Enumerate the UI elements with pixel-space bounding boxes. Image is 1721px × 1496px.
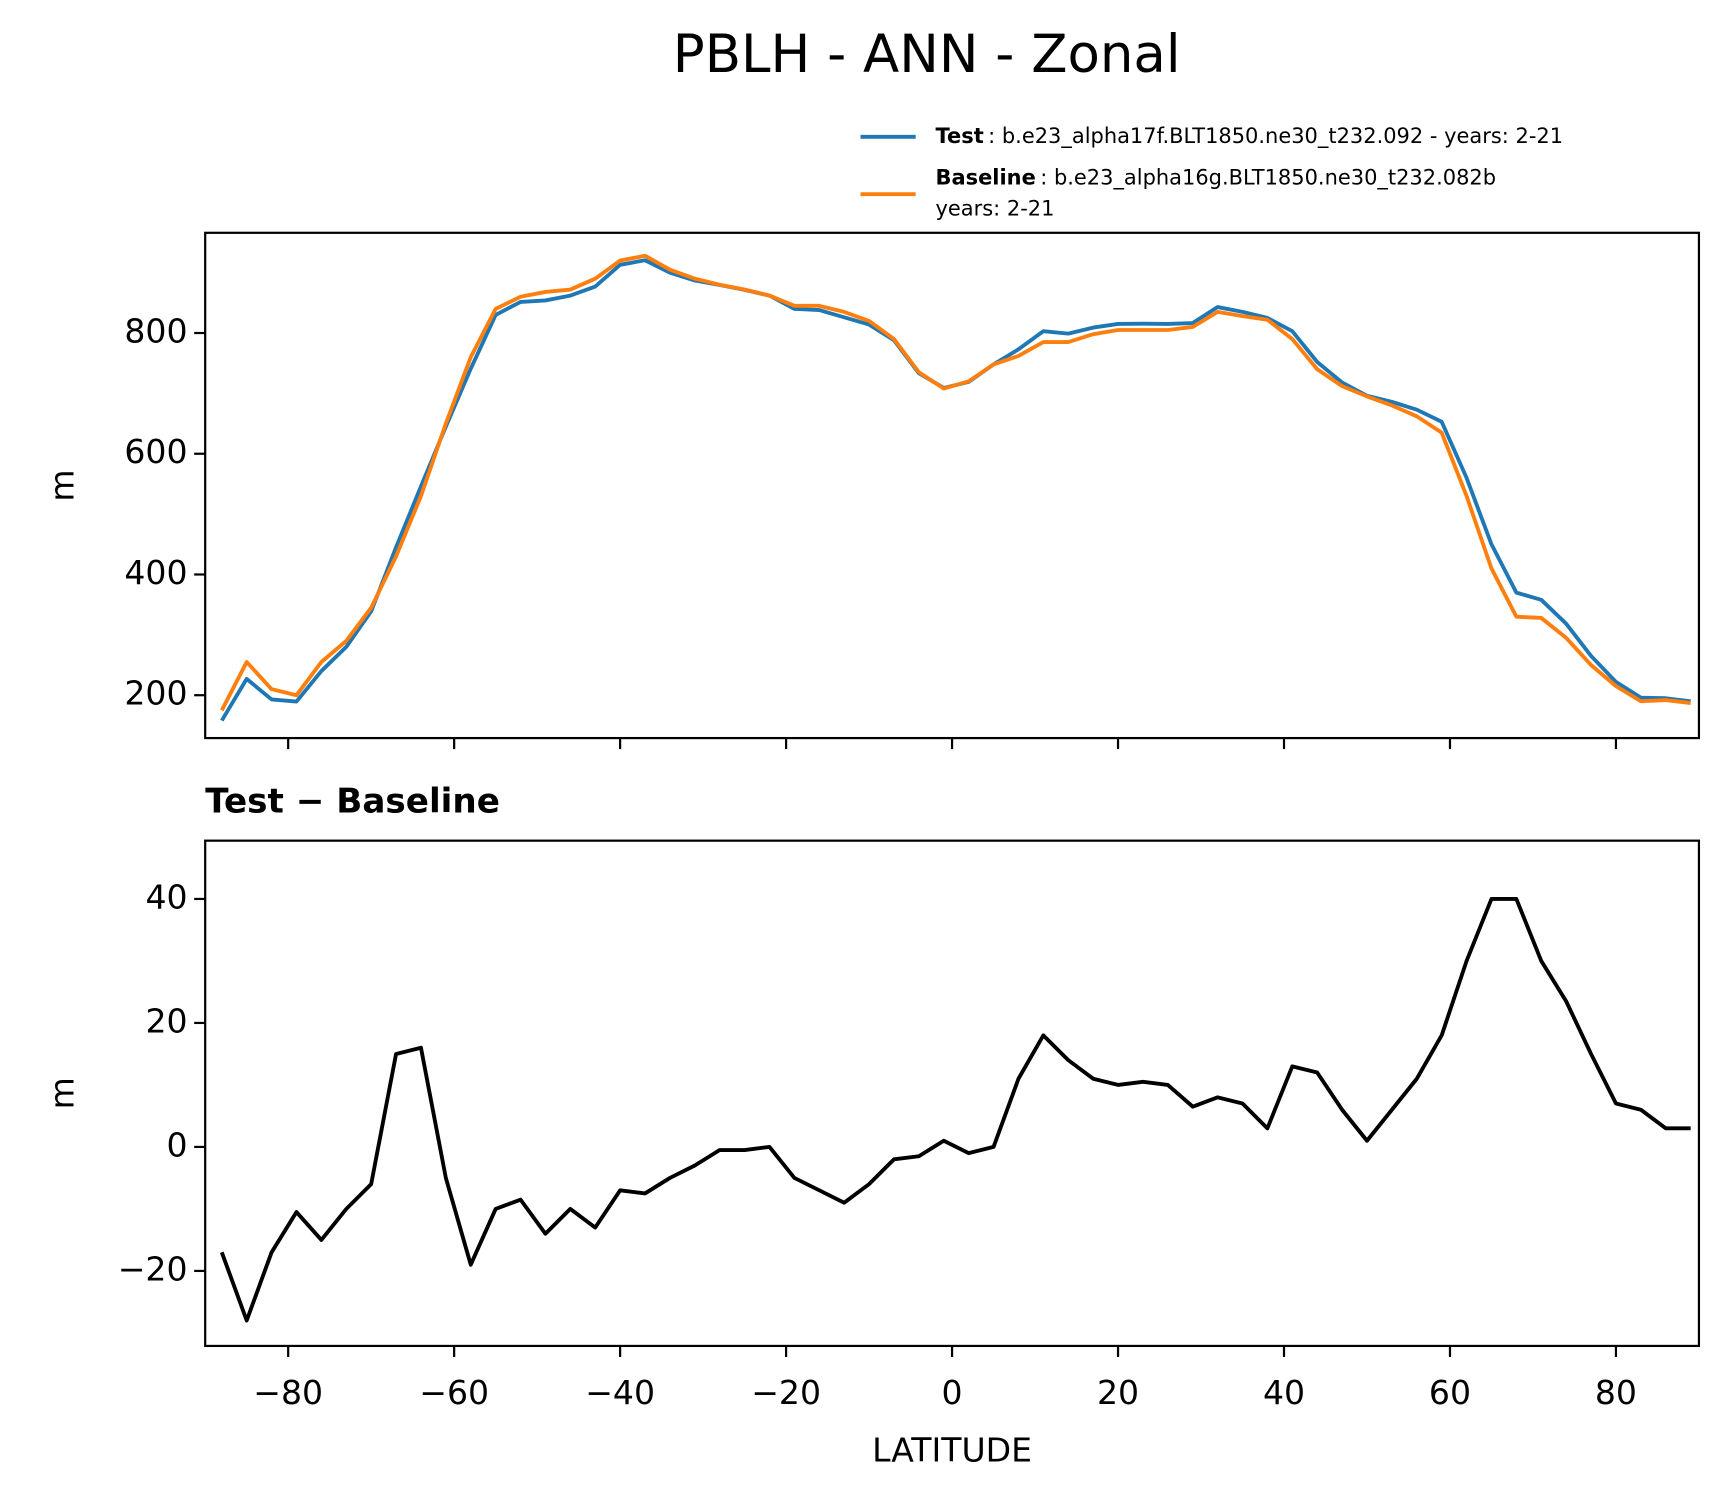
- y-tick-label: 800: [124, 312, 187, 351]
- axes-frame: [204, 839, 1701, 1348]
- legend-desc: : b.e23_alpha17f.BLT1850.ne30_t232.092 -…: [988, 124, 1563, 149]
- legend-entry: Test: b.e23_alpha17f.BLT1850.ne30_t232.0…: [936, 124, 1564, 149]
- x-tick-label: 60: [1429, 1373, 1471, 1412]
- diff-line: [219, 897, 1691, 1323]
- legend-name: Test: [936, 124, 984, 148]
- y-tick-label: 0: [166, 1125, 187, 1164]
- axes-frame: [204, 231, 1701, 740]
- y-axis-label: m: [42, 1077, 81, 1109]
- subplot-title: Test − Baseline: [205, 782, 500, 822]
- x-tick-label: −60: [419, 1373, 489, 1412]
- y-tick-label: −20: [118, 1249, 188, 1288]
- chart-title: PBLH - ANN - Zonal: [673, 24, 1181, 85]
- series-line: [220, 253, 1691, 712]
- x-tick-label: 40: [1263, 1373, 1305, 1412]
- x-tick-label: −20: [751, 1373, 821, 1412]
- legend-entry: Baseline: b.e23_alpha16g.BLT1850.ne30_t2…: [936, 166, 1497, 191]
- legend-name: Baseline: [936, 166, 1036, 190]
- y-tick-label: 20: [145, 1001, 187, 1040]
- x-tick-label: −80: [253, 1373, 323, 1412]
- x-tick-label: 80: [1595, 1373, 1637, 1412]
- legend-desc-line: years: 2-21: [936, 197, 1055, 221]
- x-tick-label: −40: [585, 1373, 655, 1412]
- y-tick-label: 600: [124, 432, 187, 471]
- series-line: [220, 258, 1691, 722]
- x-tick-label: 20: [1097, 1373, 1139, 1412]
- legend-desc: : b.e23_alpha16g.BLT1850.ne30_t232.082b: [1040, 166, 1496, 191]
- y-tick-label: 40: [145, 877, 187, 916]
- x-axis-label: LATITUDE: [872, 1430, 1032, 1469]
- y-tick-label: 200: [124, 674, 187, 713]
- x-tick-label: 0: [942, 1373, 963, 1412]
- y-axis-label: m: [42, 469, 81, 501]
- y-tick-label: 400: [124, 553, 187, 592]
